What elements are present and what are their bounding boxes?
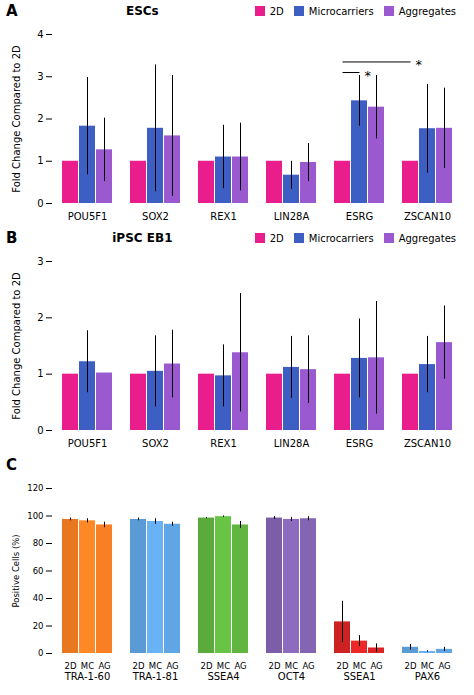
svg-text:OCT4: OCT4: [278, 671, 305, 682]
svg-text:2: 2: [37, 312, 43, 323]
svg-text:POU5F1: POU5F1: [68, 211, 108, 222]
html-text:ESCs: ESCs: [126, 4, 159, 18]
svg-text:ZSCAN10: ZSCAN10: [404, 211, 451, 222]
svg-text:AG: AG: [302, 661, 314, 671]
svg-text:Fold Change Compared to 2D: Fold Change Compared to 2D: [11, 272, 22, 420]
svg-text:AG: AG: [234, 661, 246, 671]
svg-text:MC: MC: [217, 661, 230, 671]
html-text:2D: 2D: [269, 232, 284, 244]
svg-text:Positive Cells (%): Positive Cells (%): [11, 534, 21, 607]
svg-text:TRA-1-60: TRA-1-60: [64, 671, 111, 682]
svg-text:20: 20: [33, 621, 44, 631]
svg-text:REX1: REX1: [210, 438, 236, 449]
svg-text:AG: AG: [98, 661, 110, 671]
svg-text:40: 40: [33, 593, 44, 603]
html-text:Aggregates: Aggregates: [398, 5, 456, 17]
svg-text:AG: AG: [166, 661, 178, 671]
svg-text:100: 100: [27, 511, 43, 521]
svg-text:MC: MC: [353, 661, 366, 671]
svg-text:0: 0: [37, 425, 43, 436]
svg-text:REX1: REX1: [210, 211, 236, 222]
svg-text:MC: MC: [421, 661, 434, 671]
svg-text:Fold Change Compared to 2D: Fold Change Compared to 2D: [11, 45, 22, 193]
svg-text:60: 60: [33, 566, 44, 576]
svg-text:AG: AG: [370, 661, 382, 671]
svg-text:TRA-1-81: TRA-1-81: [132, 671, 179, 682]
html-text:Aggregates: Aggregates: [398, 232, 456, 244]
svg-text:120: 120: [27, 483, 43, 493]
svg-text:1: 1: [37, 368, 43, 379]
svg-text:LIN28A: LIN28A: [274, 211, 310, 222]
html-text:iPSC EB1: iPSC EB1: [112, 231, 173, 245]
svg-text:*: *: [365, 68, 372, 83]
svg-text:4: 4: [37, 29, 43, 40]
html-text:Microcarriers: Microcarriers: [308, 232, 374, 244]
svg-text:2D: 2D: [269, 661, 281, 671]
svg-text:1: 1: [37, 155, 43, 166]
html-text:2D: 2D: [269, 5, 284, 17]
svg-text:POU5F1: POU5F1: [68, 438, 108, 449]
html-text:C: C: [6, 456, 17, 474]
svg-text:3: 3: [37, 256, 43, 267]
svg-text:3: 3: [37, 71, 43, 82]
svg-text:0: 0: [37, 198, 43, 209]
html-text:A: A: [6, 2, 18, 20]
svg-text:AG: AG: [438, 661, 450, 671]
svg-text:SSEA1: SSEA1: [343, 671, 375, 682]
svg-text:SOX2: SOX2: [142, 211, 169, 222]
svg-text:2D: 2D: [201, 661, 213, 671]
html-text:B: B: [6, 229, 18, 247]
svg-text:MC: MC: [81, 661, 94, 671]
svg-text:SSEA4: SSEA4: [207, 671, 239, 682]
svg-text:80: 80: [33, 538, 44, 548]
svg-text:LIN28A: LIN28A: [274, 438, 310, 449]
svg-text:SOX2: SOX2: [142, 438, 169, 449]
svg-text:2D: 2D: [405, 661, 417, 671]
svg-text:MC: MC: [149, 661, 162, 671]
html-text:Microcarriers: Microcarriers: [308, 5, 374, 17]
svg-text:PAX6: PAX6: [415, 671, 440, 682]
svg-text:0: 0: [38, 648, 43, 658]
svg-text:2D: 2D: [133, 661, 145, 671]
svg-text:2D: 2D: [65, 661, 77, 671]
svg-text:MC: MC: [285, 661, 298, 671]
svg-text:*: *: [416, 57, 423, 72]
svg-text:ZSCAN10: ZSCAN10: [404, 438, 451, 449]
svg-text:2D: 2D: [337, 661, 349, 671]
svg-text:2: 2: [37, 113, 43, 124]
svg-text:ESRG: ESRG: [346, 438, 373, 449]
svg-text:ESRG: ESRG: [346, 211, 373, 222]
